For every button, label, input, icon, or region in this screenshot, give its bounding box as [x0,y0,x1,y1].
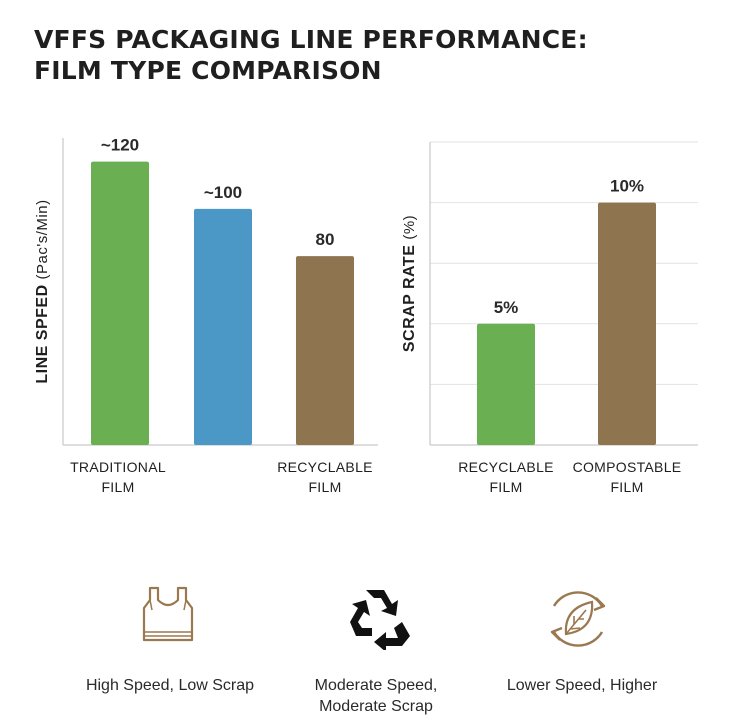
icon-label-lower-speed: Lower Speed, Higher [506,677,658,694]
recycle-icon [340,582,412,652]
compost-leaf-icon [540,584,616,654]
data-label-2: ~100 [204,183,242,202]
bar-1 [477,323,535,445]
title-line-2: FILM TYPE COMPARISON [34,56,382,85]
y-axis-label: LINE SPFED (Pac's/Min) [34,199,51,383]
bar-2 [598,202,656,445]
category-label-1-1: RECYCLABLE [458,459,554,475]
bar-3 [296,256,354,445]
scrap-rate-chart: SCRAP RATE (%) 5% RECYCLABLE FILM 10% COMPOST… [401,141,698,495]
shopping-bag-icon [140,582,196,646]
title-line-1: VFFS PACKAGING LINE PERFORMANCE: [34,25,588,54]
category-label-2-2: FILM [610,479,643,495]
data-label-2: 10% [610,177,644,196]
category-label-1-2: FILM [489,479,522,495]
page-title: VFFS PACKAGING LINE PERFORMANCE: FILM TY… [34,24,588,86]
bar-2 [194,208,252,445]
data-label-3: 80 [316,230,335,249]
icon-label-high-speed: High Speed, Low Scrap [85,677,255,694]
category-label-3-2: FILM [308,479,341,495]
category-label-1-2: FILM [101,479,134,495]
data-label-1: ~120 [101,136,139,155]
category-label-1-1: TRADITIONAL [70,459,166,475]
category-label-3-1: RECYCLABLE [277,459,373,475]
data-label-1: 5% [494,298,519,317]
bar-1 [91,161,149,445]
line-speed-chart: LINE SPFED (Pac's/Min) ~120 TRADITIONAL FIL… [34,136,378,495]
icon-label-moderate-speed: Moderate Speed, Moderate Scrap [314,677,438,715]
y-axis-label: SCRAP RATE (%) [401,215,418,352]
category-label-2-1: COMPOSTABLE [573,459,682,475]
